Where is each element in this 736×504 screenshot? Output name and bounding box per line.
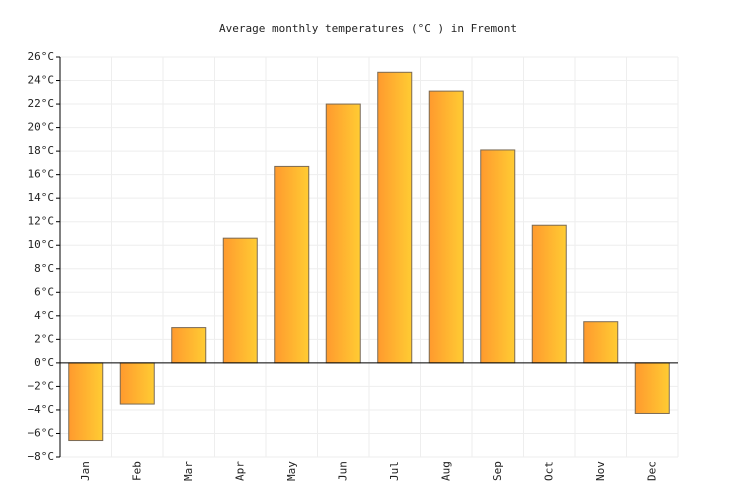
bar: [428, 90, 464, 364]
x-tick-label: May: [285, 461, 298, 481]
bar: [171, 327, 207, 364]
bar: [325, 103, 361, 364]
x-tick-label: Sep: [491, 461, 504, 481]
y-tick-label: 8°C: [34, 262, 54, 275]
y-tick-label: 20°C: [28, 121, 55, 134]
y-tick-label: −8°C: [28, 450, 55, 463]
y-tick-label: 4°C: [34, 309, 54, 322]
x-tick-label: Feb: [130, 461, 143, 481]
bar: [531, 224, 567, 364]
y-tick-label: 22°C: [28, 97, 55, 110]
y-tick-label: 18°C: [28, 144, 55, 157]
x-tick-label: Apr: [233, 461, 246, 481]
y-tick-label: 12°C: [28, 215, 55, 228]
x-tick-label: Oct: [542, 461, 555, 481]
x-tick-label: Mar: [182, 461, 195, 481]
x-tick-label: Nov: [594, 461, 607, 481]
x-tick-label: Dec: [645, 461, 658, 481]
bar: [222, 237, 258, 364]
chart-title: Average monthly temperatures (°C ) in Fr…: [219, 22, 517, 35]
y-tick-label: 24°C: [28, 74, 55, 87]
y-tick-label: −2°C: [28, 379, 55, 392]
bar: [119, 362, 155, 405]
bar: [480, 149, 516, 364]
y-tick-label: −6°C: [28, 426, 55, 439]
bar: [377, 71, 413, 364]
y-tick-label: 16°C: [28, 168, 55, 181]
y-tick-label: 0°C: [34, 356, 54, 369]
y-tick-label: 10°C: [28, 238, 55, 251]
bar: [583, 321, 619, 364]
y-tick-label: −4°C: [28, 403, 55, 416]
y-tick-label: 2°C: [34, 332, 54, 345]
bar: [274, 165, 310, 364]
x-tick-label: Jun: [336, 461, 349, 481]
x-tick-label: Jul: [388, 461, 401, 481]
y-tick-label: 14°C: [28, 191, 55, 204]
bar: [68, 362, 104, 442]
x-tick-label: Jan: [79, 461, 92, 481]
bar: [634, 362, 670, 414]
y-tick-label: 6°C: [34, 285, 54, 298]
y-tick-label: 26°C: [28, 50, 55, 63]
x-tick-label: Aug: [439, 461, 452, 481]
